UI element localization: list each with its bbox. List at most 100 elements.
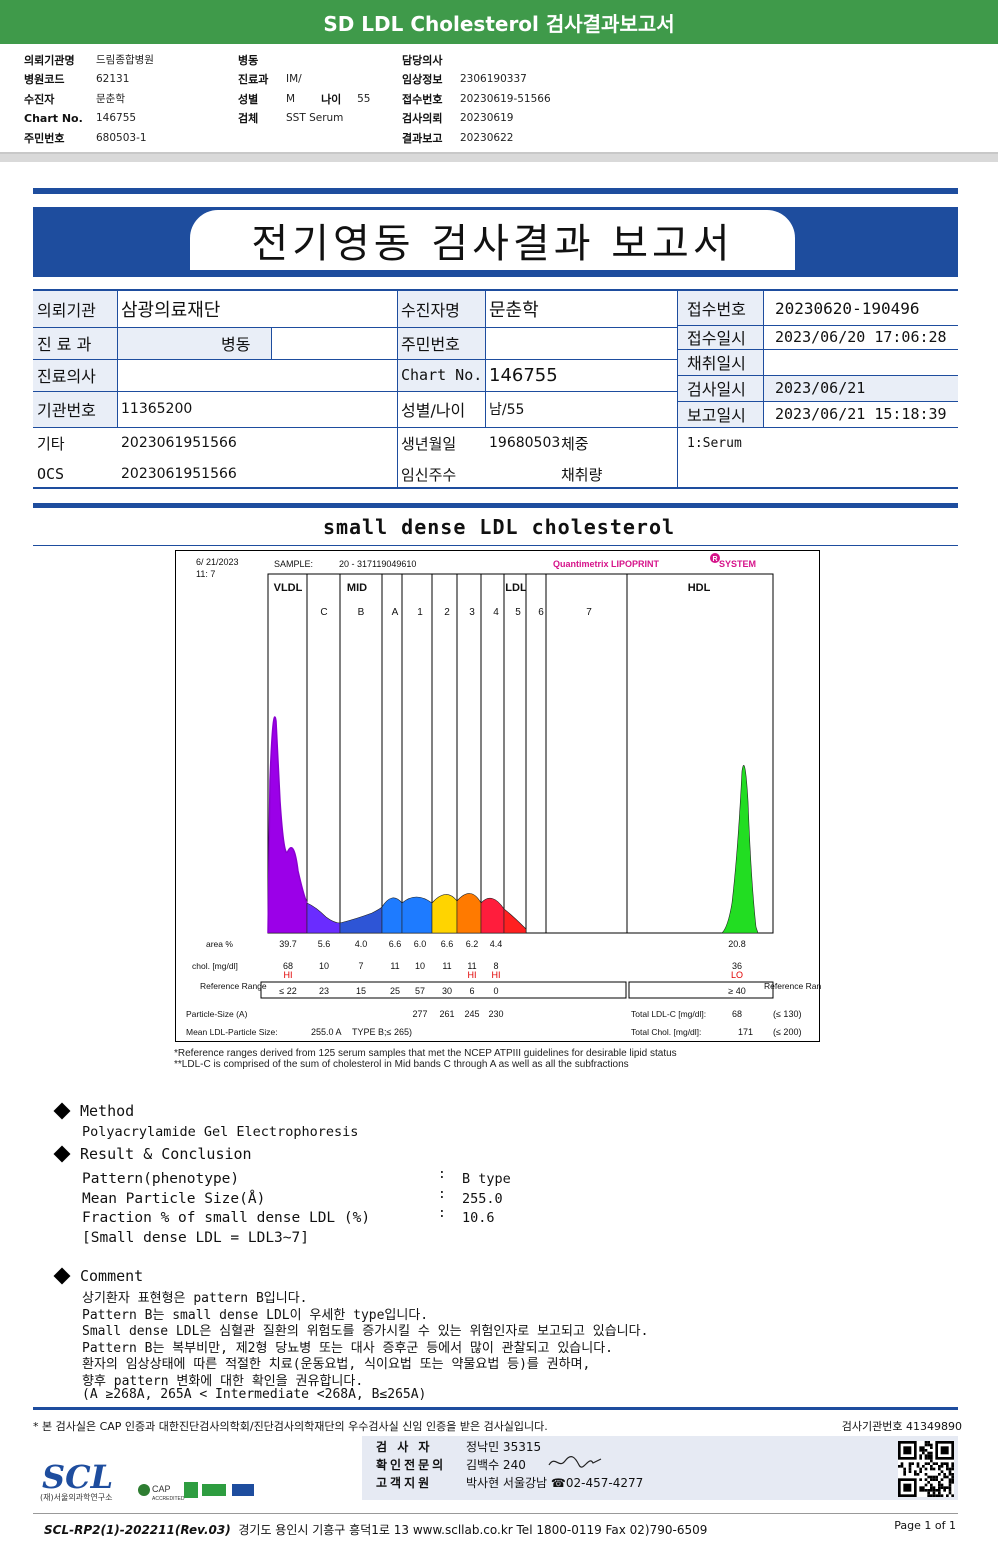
summary-value: 20230619 bbox=[460, 112, 514, 125]
summary-label: 검체 bbox=[238, 112, 259, 126]
summary-label: 담당의사 bbox=[402, 53, 443, 67]
qr-module bbox=[940, 1486, 944, 1489]
chart-peak bbox=[480, 897, 505, 934]
info-bottom-rule bbox=[33, 503, 958, 508]
chart-peak bbox=[456, 893, 482, 934]
qr-module bbox=[946, 1486, 949, 1489]
summary-value: IM/ bbox=[286, 73, 302, 86]
footer-bottom-rule bbox=[33, 1513, 958, 1514]
qr-module bbox=[932, 1467, 936, 1471]
scl-logo: SCL bbox=[42, 1458, 114, 1496]
qr-module bbox=[916, 1473, 920, 1476]
reference-value: 57 bbox=[415, 986, 425, 996]
summary-col-1: 의뢰기관명 드림종합병원 병원코드 62131 수진자 문춘학 Chart No. 14675… bbox=[24, 50, 154, 148]
qr-module bbox=[951, 1465, 954, 1468]
qr-module bbox=[903, 1446, 912, 1455]
dept-value: 병동 bbox=[221, 335, 251, 354]
qr-module bbox=[922, 1489, 925, 1492]
qr-module bbox=[948, 1478, 952, 1481]
reference-box-left bbox=[260, 981, 627, 999]
particle-size-value: 261 bbox=[439, 1009, 454, 1019]
bullet-diamond-icon bbox=[53, 1267, 71, 1285]
bullet-diamond-icon bbox=[53, 1145, 71, 1163]
comment-line: 상기환자 표현형은 pattern B입니다. bbox=[82, 1291, 308, 1306]
area-value: 5.6 bbox=[318, 939, 331, 949]
qr-module bbox=[943, 1475, 946, 1479]
qr-module bbox=[930, 1486, 933, 1489]
cap-sub: ACCREDITED bbox=[152, 1496, 185, 1502]
qr-module bbox=[948, 1491, 952, 1495]
collect-value bbox=[771, 349, 775, 375]
chol-value: 11 bbox=[390, 961, 399, 971]
reference-value: 30 bbox=[442, 986, 452, 996]
qr-module bbox=[903, 1473, 906, 1476]
qr-module bbox=[938, 1483, 941, 1487]
qr-module bbox=[927, 1462, 930, 1465]
qr-module bbox=[930, 1465, 933, 1468]
qr-module bbox=[932, 1489, 936, 1492]
qr-module bbox=[924, 1473, 928, 1476]
qr-module bbox=[935, 1478, 938, 1481]
chol-value: 10 bbox=[319, 961, 329, 971]
colon: : bbox=[438, 1187, 446, 1202]
weight-label: 체중 bbox=[561, 434, 589, 453]
qr-module bbox=[932, 1475, 936, 1479]
result-value-fraction: 10.6 bbox=[462, 1210, 495, 1226]
qr-module bbox=[930, 1483, 933, 1487]
qr-module bbox=[927, 1457, 930, 1460]
method-text: Polyacrylamide Gel Electrophoresis bbox=[82, 1124, 359, 1140]
summary-label: Chart No. bbox=[24, 111, 83, 125]
reference-value: 0 bbox=[493, 986, 498, 996]
qr-module bbox=[943, 1473, 946, 1476]
total-chol-ref: (≤ 200) bbox=[773, 1027, 801, 1037]
pregnancy-label: 임신주수 bbox=[401, 465, 457, 484]
page-number: Page 1 of 1 bbox=[894, 1519, 956, 1532]
summary-label: 의뢰기관명 bbox=[24, 53, 75, 67]
particle-size-value: 230 bbox=[488, 1009, 503, 1019]
qr-module bbox=[930, 1446, 933, 1449]
divider bbox=[0, 154, 998, 162]
chol-value: 68 bbox=[283, 961, 293, 971]
qr-module bbox=[919, 1478, 922, 1481]
chol-value: 10 bbox=[415, 961, 425, 971]
qr-module bbox=[935, 1494, 938, 1497]
summary-label: 결과보고 bbox=[402, 131, 443, 145]
area-value: 4.0 bbox=[355, 939, 368, 949]
inst-no-label: 기관번호 bbox=[37, 401, 96, 420]
mean-size-label: Mean LDL-Particle Size: bbox=[186, 1027, 278, 1037]
ref-row-label: Reference Range bbox=[200, 981, 267, 991]
lab-code: 검사기관번호 41349890 bbox=[841, 1420, 962, 1433]
etc-label: 기타 bbox=[37, 434, 65, 453]
area-value: 6.6 bbox=[389, 939, 402, 949]
kfda-logo-icon bbox=[232, 1484, 254, 1496]
reference-value: 23 bbox=[319, 986, 329, 996]
chol-flag: HI bbox=[284, 970, 293, 980]
summary-row: 병동 bbox=[238, 50, 370, 70]
qr-module bbox=[935, 1489, 938, 1492]
comment-line: Pattern B는 small dense LDL이 우세한 type입니다. bbox=[82, 1308, 429, 1323]
chol-flag: HI bbox=[492, 970, 501, 980]
band-label: A bbox=[392, 607, 399, 618]
qr-module bbox=[938, 1486, 941, 1489]
qr-module bbox=[927, 1481, 930, 1484]
qr-module bbox=[935, 1475, 938, 1479]
qr-module bbox=[943, 1489, 946, 1492]
summary-label: 나이 bbox=[321, 92, 342, 106]
test-date-label: 검사일시 bbox=[687, 380, 746, 399]
summary-row: 검사의뢰 20230619 bbox=[402, 109, 551, 129]
area-value: 39.7 bbox=[279, 939, 297, 949]
qr-module bbox=[948, 1481, 952, 1484]
qr-module bbox=[940, 1465, 944, 1468]
qr-module bbox=[924, 1478, 928, 1481]
result-label-fraction: Fraction % of small dense LDL (%) bbox=[82, 1210, 371, 1226]
signature-image bbox=[548, 1456, 602, 1468]
receipt-no-label: 접수번호 bbox=[687, 300, 746, 319]
chart-date: 6/ 21/2023 bbox=[196, 557, 239, 567]
summary-label: 주민번호 bbox=[24, 131, 65, 145]
qr-module bbox=[919, 1470, 922, 1473]
summary-value: 20230622 bbox=[460, 131, 514, 144]
chol-value: 8 bbox=[493, 961, 498, 971]
area-value: 4.4 bbox=[490, 939, 503, 949]
collect-label: 채취일시 bbox=[687, 354, 746, 373]
summary-value: SST Serum bbox=[286, 112, 344, 125]
